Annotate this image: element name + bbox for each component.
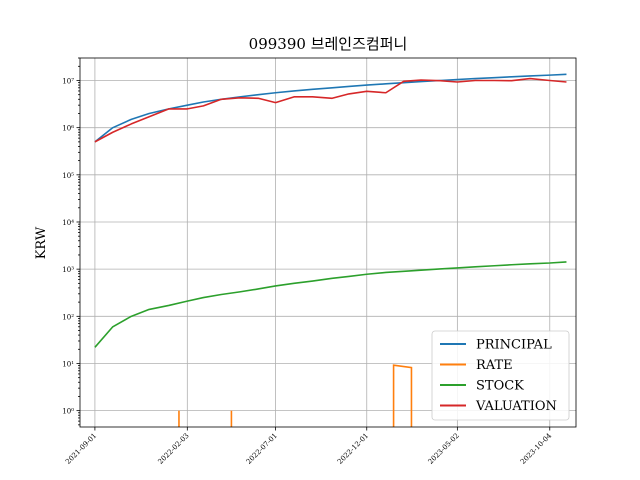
x-tick-label: 2022-07-01	[245, 432, 279, 466]
stock-series-line	[94, 261, 567, 348]
legend-principal-label: PRINCIPAL	[476, 338, 552, 353]
y-tick-label: 10²	[62, 313, 74, 321]
x-tick-label: 2022-12-01	[336, 432, 370, 466]
series-layer	[94, 73, 567, 427]
y-tick-label: 10⁴	[62, 219, 74, 227]
x-tick-label: 2023-05-02	[427, 432, 461, 466]
rate-series-line	[392, 364, 413, 427]
y-axis: 10⁰ 10¹ 10² 10³ 10⁴ 10⁵ 10⁶ 10⁷	[62, 57, 80, 426]
axes-frame	[79, 57, 577, 428]
chart-title: 099390 브레인즈컴퍼니	[249, 35, 408, 53]
valuation-series-line	[94, 77, 567, 143]
y-axis-label: KRW	[34, 226, 49, 259]
legend-frame	[431, 330, 570, 421]
principal-series-line	[94, 73, 567, 143]
y-tick-label: 10⁰	[62, 408, 74, 416]
legend: PRINCIPAL RATE STOCK VALUATION	[431, 330, 570, 421]
x-tick-label: 2022-02-03	[157, 432, 191, 466]
legend-stock-label: STOCK	[476, 379, 524, 394]
legend-rate-label: RATE	[476, 358, 513, 373]
x-tick-label: 2021-09-01	[64, 432, 98, 466]
x-axis: 2021-09-01 2022-02-03 2022-07-01 2022-12-01…	[64, 427, 554, 466]
y-tick-label: 10³	[62, 266, 74, 274]
y-tick-label: 10⁷	[62, 78, 74, 86]
y-tick-label: 10⁵	[62, 172, 74, 180]
legend-valuation-label: VALUATION	[475, 399, 557, 414]
y-tick-label: 10⁶	[62, 125, 74, 133]
y-tick-label: 10¹	[62, 360, 74, 368]
x-tick-label: 2023-10-04	[519, 431, 554, 466]
